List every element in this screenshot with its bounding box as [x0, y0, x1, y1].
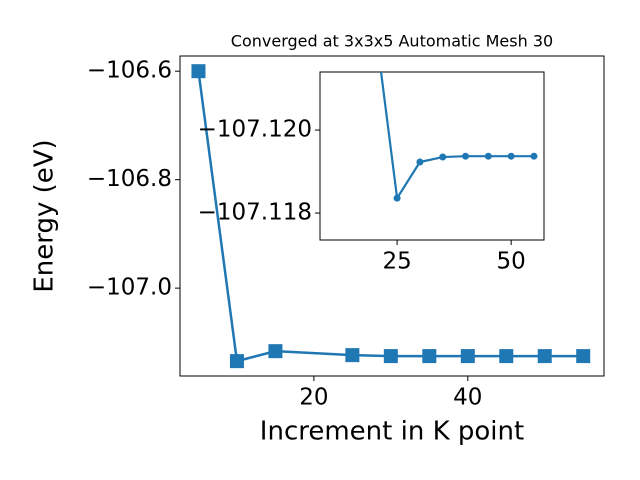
x-tick-label: 50 — [497, 249, 526, 275]
marker — [460, 349, 475, 364]
y-tick-label: −106.8 — [87, 166, 172, 192]
marker — [383, 349, 398, 364]
marker — [439, 153, 447, 161]
plot-content — [191, 64, 591, 369]
x-tick-label: 20 — [299, 385, 328, 411]
x-tick-label: 25 — [382, 249, 411, 275]
y-tick-label: −107.120 — [198, 117, 312, 143]
y-tick-label: −106.6 — [87, 58, 172, 84]
x-axis-label: Increment in K point — [260, 417, 524, 447]
marker — [268, 344, 283, 359]
y-tick-label: −107.0 — [87, 275, 172, 301]
marker — [507, 152, 515, 160]
y-axis-label: Energy (eV) — [30, 139, 60, 292]
marker — [537, 349, 552, 364]
marker — [576, 349, 591, 364]
y-tick-label: −107.118 — [198, 200, 312, 226]
marker — [422, 349, 437, 364]
marker — [229, 354, 244, 369]
series-line — [197, 71, 584, 363]
plot-content — [379, 72, 538, 202]
marker — [345, 348, 360, 363]
marker — [416, 158, 424, 166]
series-line — [379, 72, 534, 202]
marker — [191, 64, 206, 79]
marker — [484, 152, 492, 160]
x-tick-label: 40 — [453, 385, 482, 411]
chart-title: Converged at 3x3x5 Automatic Mesh 30 — [231, 32, 553, 51]
marker — [499, 349, 514, 364]
marker — [462, 152, 470, 160]
marker — [530, 152, 538, 160]
marker — [393, 194, 401, 202]
